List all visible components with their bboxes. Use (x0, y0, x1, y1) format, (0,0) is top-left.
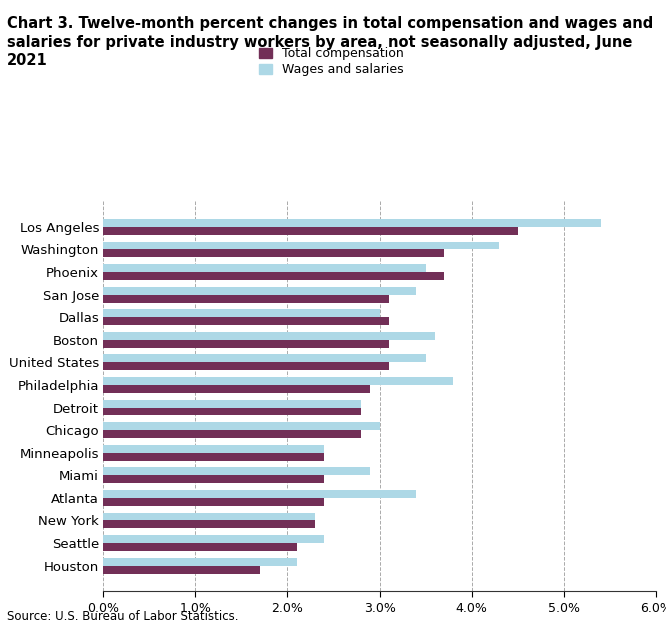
Bar (103, 467, 370, 476)
Bar (103, 498, 324, 506)
Bar (103, 219, 601, 227)
Text: Chart 3. Twelve-month percent changes in total compensation and wages and: Chart 3. Twelve-month percent changes in… (7, 16, 653, 31)
Bar (103, 430, 361, 438)
Bar (103, 340, 389, 348)
Bar (103, 408, 361, 416)
Bar (103, 250, 444, 257)
Bar (103, 565, 260, 574)
Bar (103, 242, 500, 250)
Bar (103, 535, 324, 543)
Bar (103, 445, 324, 453)
Bar (103, 287, 416, 294)
Text: Source: U.S. Bureau of Labor Statistics.: Source: U.S. Bureau of Labor Statistics. (7, 610, 238, 623)
Bar (103, 332, 435, 340)
Text: salaries for private industry workers by area, not seasonally adjusted, June: salaries for private industry workers by… (7, 35, 632, 50)
Bar (103, 362, 389, 370)
Bar (103, 272, 444, 280)
Legend: Total compensation, Wages and salaries: Total compensation, Wages and salaries (259, 47, 404, 76)
Bar (103, 294, 389, 303)
Bar (103, 317, 389, 325)
Bar (103, 377, 454, 385)
Bar (103, 399, 361, 408)
Bar (103, 227, 517, 235)
Bar (103, 309, 380, 317)
Bar (103, 490, 416, 498)
Bar (103, 385, 370, 393)
Bar (103, 520, 315, 528)
Bar (103, 453, 324, 460)
Text: 2021: 2021 (7, 53, 47, 69)
Bar (103, 543, 297, 551)
Bar (103, 422, 380, 430)
Bar (103, 264, 426, 272)
Bar (103, 355, 426, 362)
Bar (103, 513, 315, 520)
Bar (103, 476, 324, 483)
Bar (103, 558, 297, 565)
